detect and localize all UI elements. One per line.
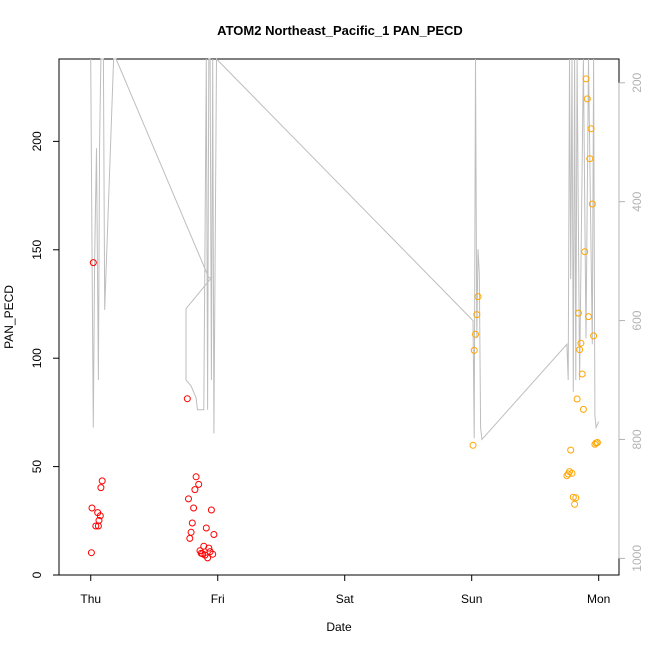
data-point-orange — [574, 309, 582, 317]
y-tick-label: 150 — [30, 239, 44, 259]
y-tick-label: 50 — [30, 460, 44, 474]
right-tick-label: 200 — [630, 72, 644, 92]
data-point-orange — [579, 405, 587, 413]
data-point-red — [187, 528, 195, 536]
y-tick-label: 0 — [30, 571, 44, 578]
data-point-orange — [571, 500, 579, 508]
x-tick-label: Sat — [336, 592, 355, 606]
data-point-red — [209, 550, 217, 558]
data-point-red — [210, 531, 218, 538]
x-tick-label: Mon — [587, 592, 610, 606]
right-tick-label: 1000 — [630, 545, 644, 572]
data-point-red — [202, 524, 210, 532]
data-point-orange — [573, 395, 581, 403]
data-point-red — [204, 554, 212, 562]
data-point-red — [207, 506, 215, 514]
data-point-red — [188, 519, 196, 527]
data-point-red — [190, 504, 198, 512]
data-point-red — [95, 516, 103, 524]
data-point-orange — [472, 330, 479, 338]
chart-title: ATOM2 Northeast_Pacific_1 PAN_PECD — [217, 23, 463, 38]
data-point-orange — [572, 494, 580, 502]
right-tick-label: 400 — [630, 191, 644, 211]
data-point-orange — [576, 346, 584, 354]
data-point-red — [205, 544, 213, 552]
x-tick-label: Thu — [80, 592, 101, 606]
data-point-orange — [585, 313, 592, 321]
gray-line-layer — [90, 57, 600, 441]
data-point-orange — [578, 370, 586, 378]
data-point-orange — [583, 95, 591, 103]
data-point-red — [97, 484, 105, 492]
plot-area — [58, 58, 620, 576]
y-tick-label: 100 — [30, 348, 44, 368]
axes-layer: Thu Fri Sat Sun Mon 0 50 100 150 200 200 400 600 800 1… — [30, 72, 644, 606]
data-point-orange — [582, 75, 590, 83]
data-point-red — [192, 473, 200, 481]
data-point-red — [88, 504, 96, 512]
x-tick-label: Fri — [211, 592, 225, 606]
y-axis-label: PAN_PECD — [2, 285, 16, 349]
data-point-orange — [581, 248, 589, 256]
right-tick-label: 600 — [630, 310, 644, 330]
y-tick-label: 200 — [30, 131, 44, 151]
x-axis-label: Date — [326, 620, 352, 634]
data-point-orange — [587, 125, 595, 133]
data-point-red — [92, 522, 100, 530]
data-point-red — [186, 534, 194, 542]
data-point-orange — [577, 339, 585, 347]
data-point-red — [185, 495, 192, 503]
data-point-orange — [568, 469, 576, 477]
right-tick-label: 800 — [630, 429, 644, 449]
data-point-red — [89, 259, 97, 267]
data-point-red — [96, 512, 104, 520]
data-point-orange — [470, 346, 478, 354]
data-point-red — [191, 486, 199, 494]
data-point-red — [87, 549, 95, 557]
data-point-orange — [586, 155, 594, 163]
data-point-orange — [473, 311, 481, 319]
data-point-red — [183, 395, 191, 403]
series-line-gray — [90, 57, 600, 441]
data-point-orange — [469, 441, 477, 449]
x-tick-label: Sun — [461, 592, 482, 606]
data-point-orange — [593, 439, 601, 446]
points-layer — [87, 75, 601, 562]
plot-frame — [58, 58, 620, 576]
data-point-orange — [474, 293, 482, 301]
data-point-orange — [590, 332, 598, 340]
data-point-red — [98, 477, 106, 485]
data-point-red — [195, 480, 203, 488]
data-point-orange — [588, 200, 596, 208]
data-point-orange — [567, 446, 575, 454]
